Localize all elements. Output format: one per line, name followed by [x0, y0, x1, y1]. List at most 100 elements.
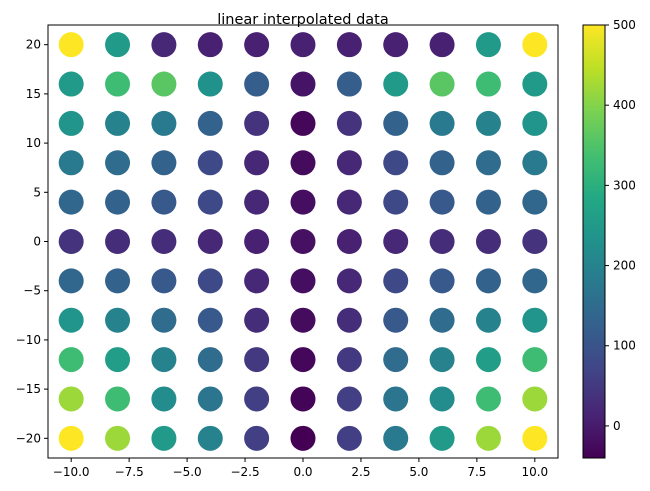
data-point	[105, 307, 131, 333]
data-point	[58, 110, 84, 136]
data-point	[522, 268, 548, 294]
data-point	[475, 71, 501, 97]
data-point	[336, 307, 362, 333]
data-point	[105, 347, 131, 373]
data-point	[105, 386, 131, 412]
colorbar-tick-label: 0	[613, 419, 621, 433]
data-point	[105, 268, 131, 294]
data-point	[244, 110, 270, 136]
data-point	[197, 347, 223, 373]
x-axis: −10.0 −7.5 −5.0 −2.5 0.0 2.5 5.0 7.5 10.0	[53, 458, 548, 479]
data-point	[58, 268, 84, 294]
x-tick-label: −5.0	[173, 465, 202, 479]
data-point	[429, 425, 455, 451]
y-tick-label: −20	[16, 431, 41, 445]
data-point	[290, 32, 316, 58]
data-point	[475, 307, 501, 333]
data-point	[522, 32, 548, 58]
data-point	[290, 110, 316, 136]
data-point	[475, 150, 501, 176]
y-tick-label: 20	[26, 38, 41, 52]
data-point	[336, 347, 362, 373]
colorbar-tick-label: 200	[613, 259, 636, 273]
data-point	[105, 32, 131, 58]
data-point	[383, 386, 409, 412]
data-point	[383, 425, 409, 451]
data-point	[290, 425, 316, 451]
data-point	[151, 150, 177, 176]
y-tick-label: 5	[33, 185, 41, 199]
data-point	[336, 32, 362, 58]
data-point	[336, 425, 362, 451]
data-point	[105, 189, 131, 215]
data-point	[429, 386, 455, 412]
data-point	[58, 307, 84, 333]
data-point	[244, 386, 270, 412]
data-point	[244, 189, 270, 215]
data-point	[336, 268, 362, 294]
data-point	[197, 189, 223, 215]
y-tick-label: −15	[16, 382, 41, 396]
data-point	[197, 150, 223, 176]
data-point	[383, 110, 409, 136]
data-point	[58, 386, 84, 412]
data-point	[336, 150, 362, 176]
x-tick-label: −10.0	[53, 465, 90, 479]
data-point	[336, 71, 362, 97]
data-point	[522, 425, 548, 451]
data-point	[429, 268, 455, 294]
data-point	[522, 307, 548, 333]
data-point	[290, 71, 316, 97]
data-point	[383, 150, 409, 176]
colorbar-tick-label: 500	[613, 18, 636, 32]
x-tick-label: −2.5	[230, 465, 259, 479]
data-point	[105, 150, 131, 176]
colorbar-tick-label: 100	[613, 339, 636, 353]
data-point	[383, 32, 409, 58]
data-point	[58, 32, 84, 58]
data-point	[244, 268, 270, 294]
data-point	[151, 229, 177, 254]
data-point	[336, 110, 362, 136]
data-point	[58, 189, 84, 215]
data-point	[429, 307, 455, 333]
data-point	[336, 386, 362, 412]
colorbar	[582, 24, 606, 459]
data-point	[290, 150, 316, 176]
data-point	[290, 386, 316, 412]
data-point	[105, 229, 131, 254]
x-tick-label: 10.0	[521, 465, 548, 479]
data-point	[290, 307, 316, 333]
data-point	[429, 71, 455, 97]
data-point	[475, 425, 501, 451]
data-point	[290, 347, 316, 373]
data-point	[151, 71, 177, 97]
y-axis: −20 −15 −10 −5 0 5 10 15 20	[16, 38, 48, 445]
y-tick-label: −10	[16, 333, 41, 347]
data-point	[151, 110, 177, 136]
data-point	[244, 229, 270, 254]
data-point	[475, 386, 501, 412]
data-point	[429, 189, 455, 215]
data-point	[336, 189, 362, 215]
x-tick-label: 2.5	[351, 465, 370, 479]
data-point	[429, 347, 455, 373]
data-point	[383, 268, 409, 294]
data-point	[58, 229, 84, 254]
data-point	[244, 32, 270, 58]
data-point	[475, 347, 501, 373]
data-point	[244, 150, 270, 176]
y-tick-label: −5	[23, 284, 41, 298]
data-point	[197, 425, 223, 451]
data-point	[197, 307, 223, 333]
y-tick-label: 10	[26, 136, 41, 150]
data-point	[244, 347, 270, 373]
data-point	[429, 32, 455, 58]
data-point	[197, 229, 223, 254]
data-point	[58, 347, 84, 373]
data-point	[429, 110, 455, 136]
data-point	[197, 386, 223, 412]
data-point	[151, 32, 177, 58]
x-tick-label: 7.5	[467, 465, 486, 479]
